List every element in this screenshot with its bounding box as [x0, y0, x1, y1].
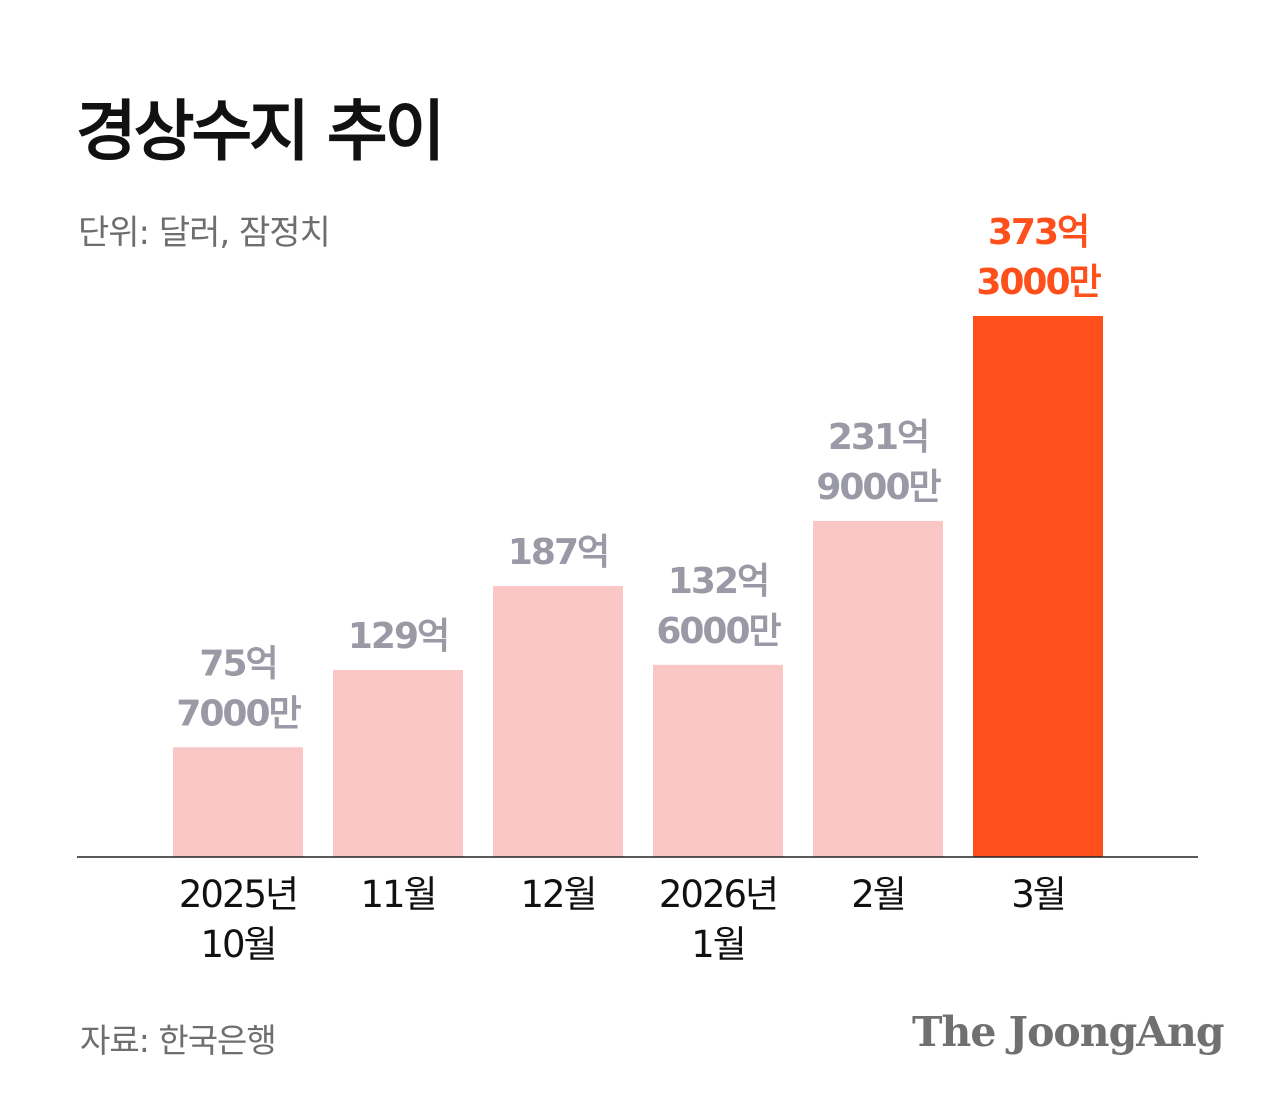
category-label-4-0: 2월 [851, 873, 905, 916]
bar-2 [493, 585, 623, 857]
value-label-1-0: 129억 [348, 616, 448, 657]
source-note: 자료: 한국은행 [80, 1021, 277, 1060]
bars-group [173, 316, 1103, 857]
value-label-0-1: 7000만 [176, 693, 301, 734]
category-label-2-0: 12월 [520, 873, 595, 916]
value-label-4-1: 9000만 [816, 467, 941, 508]
value-label-4-0: 231억 [828, 417, 928, 458]
chart-title: 경상수지 추이 [76, 93, 445, 170]
unit-note: 단위: 달러, 잠정치 [78, 213, 331, 253]
publisher-logo: The JoongAng [912, 1008, 1225, 1056]
bar-3 [653, 664, 783, 857]
category-label-1-0: 11월 [360, 873, 435, 916]
category-label-3-1: 1월 [691, 923, 745, 966]
bar-4 [813, 520, 943, 857]
value-label-5-0: 373억 [988, 212, 1088, 253]
category-label-3-0: 2026년 [659, 873, 777, 916]
value-label-3-0: 132억 [668, 561, 768, 602]
value-label-2-0: 187억 [508, 532, 608, 573]
category-labels-group: 2025년 10월 11월 12월 2026년 1월 2월 3월 [179, 873, 1067, 966]
category-label-0-1: 10월 [200, 923, 275, 966]
value-labels-group: 75억 7000만 129억 187억 132억 6000만 231억 9000만 373억 30… [176, 212, 1103, 734]
value-label-3-1: 6000만 [656, 611, 781, 652]
category-label-5-0: 3월 [1011, 873, 1065, 916]
value-label-5-1: 3000만 [976, 262, 1101, 303]
bar-5 [973, 316, 1103, 857]
category-label-0-0: 2025년 [179, 873, 297, 916]
bar-1 [333, 670, 463, 857]
bar-0 [173, 747, 303, 857]
value-label-0-0: 75억 [199, 643, 276, 684]
